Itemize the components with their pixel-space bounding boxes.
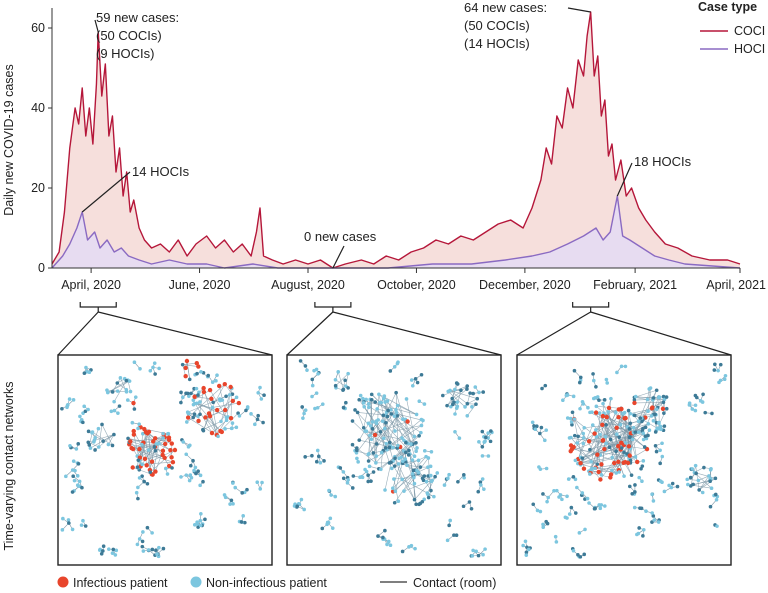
contact-network-panels [57,302,732,566]
annotation-text: 59 new cases: [96,10,179,25]
network-nodes [292,359,494,558]
legend-title: Case type [698,0,757,14]
x-tick-label: December, 2020 [479,278,571,292]
series-area-coci [52,12,740,268]
annotation-leader [616,162,633,197]
panel-january-2021 [516,302,732,566]
network-nodes [521,362,728,559]
legend-label-contact: Contact (room) [413,576,496,590]
annotation-leader [332,245,345,269]
annotation-leader [567,7,591,13]
panel-april-2020 [57,302,273,566]
zoom-connector [57,311,273,356]
network-nodes [60,358,266,559]
y-tick-label: 60 [31,21,45,35]
case-chart: 0 20 40 60 April, 2020 June, 2020 August, 2020… [31,0,766,292]
x-tick-label: August, 2020 [271,278,345,292]
legend-dot-infectious [57,576,69,588]
annotation-text: (14 HOCIs) [464,36,530,51]
zoom-bracket [314,302,352,312]
legend-label-infectious: Infectious patient [73,576,168,590]
y-tick-label: 40 [31,101,45,115]
y-axis-label: Daily new COVID-19 cases [2,64,16,215]
legend-dot-non-infectious [190,576,202,588]
zoom-bracket [79,302,117,312]
panel-august-2020 [286,302,502,566]
annotation-leader [81,171,131,213]
x-tick-label: April, 2021 [706,278,766,292]
annotation-text: (50 COCIs) [464,18,530,33]
zoom-connector [286,311,502,356]
series-line-coci [51,11,741,269]
annotation-leader [94,19,99,33]
y-tick-label: 0 [38,261,45,275]
zoom-bracket [572,302,610,312]
x-tick-label: April, 2020 [61,278,121,292]
y-tick-label: 20 [31,181,45,195]
annotation-text: 14 HOCIs [132,164,190,179]
annotation-text: (9 HOCIs) [96,46,155,61]
annotation-text: (50 COCIs) [96,28,162,43]
legend-label-non-infectious: Non-infectious patient [206,576,327,590]
network-panel-frame [516,354,732,566]
annotation-text: 0 new cases [304,229,377,244]
x-tick-label: February, 2021 [593,278,677,292]
x-tick-label: October, 2020 [377,278,456,292]
series-area-hoci [52,196,740,268]
network-axis-label: Time-varying contact networks [2,381,16,550]
x-tick-label: June, 2020 [169,278,231,292]
legend-label-hoci: HOCI [734,42,765,56]
annotation-text: 18 HOCIs [634,154,692,169]
legend-label-coci: COCI [734,24,765,38]
zoom-connector [516,311,732,356]
case-type-legend: Case type COCI HOCI [698,0,765,56]
annotation-text: 64 new cases: [464,0,547,15]
network-legend: Infectious patient Non-infectious patien… [57,576,496,590]
